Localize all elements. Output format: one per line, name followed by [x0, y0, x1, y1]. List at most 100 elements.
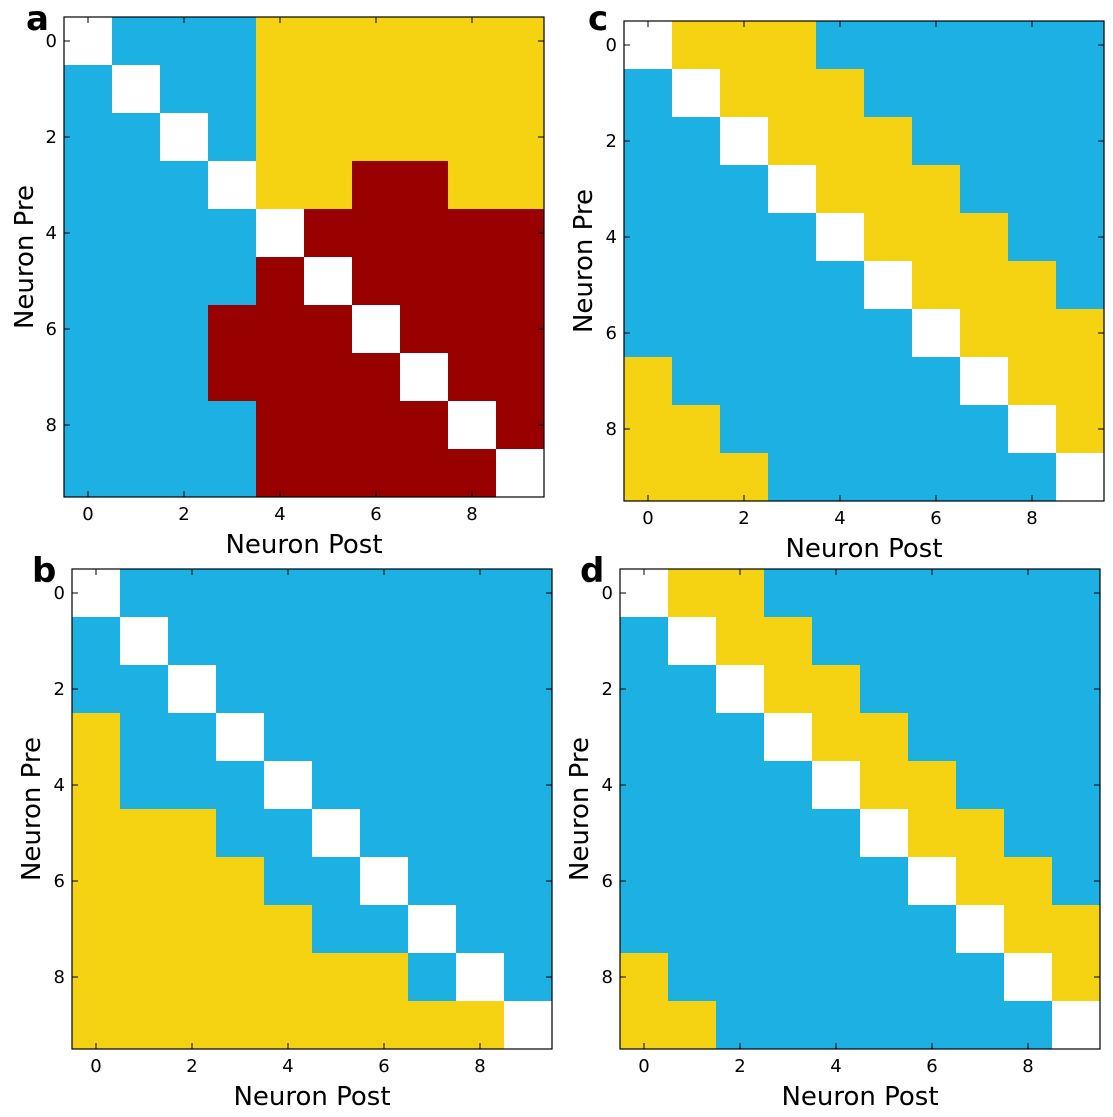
y-tick-label: 6: [606, 323, 617, 344]
heatmap-cell: [456, 713, 505, 762]
heatmap-cell: [352, 161, 401, 210]
heatmap-cell: [624, 21, 673, 70]
y-axis-label: Neuron Pre: [565, 737, 595, 881]
heatmap-cell: [304, 113, 353, 162]
y-axis-label: Neuron Pre: [569, 189, 599, 333]
heatmap-cell: [312, 665, 361, 714]
heatmap-cell: [504, 809, 553, 858]
heatmap-cell: [908, 713, 957, 762]
heatmap-cell: [264, 713, 313, 762]
heatmap-cell: [256, 161, 305, 210]
heatmap-cell: [960, 21, 1009, 70]
heatmap-cell: [1004, 1001, 1053, 1050]
x-tick-label: 6: [378, 1056, 389, 1077]
heatmap-cell: [624, 453, 673, 502]
heatmap-cell: [408, 761, 457, 810]
heatmap-cell: [1004, 953, 1053, 1002]
y-tick-label: 2: [54, 679, 65, 700]
heatmap-cell: [1056, 69, 1105, 118]
heatmap-cell: [64, 449, 113, 498]
heatmap-cell: [64, 113, 113, 162]
heatmap-cell: [956, 665, 1005, 714]
heatmap-cell: [908, 665, 957, 714]
heatmap-cell: [720, 357, 769, 406]
heatmap-cell: [120, 761, 169, 810]
heatmap-cell: [216, 569, 265, 618]
heatmap-cell: [400, 449, 449, 498]
heatmap-cell: [812, 665, 861, 714]
x-tick-label: 4: [830, 1056, 841, 1077]
heatmap-cell: [168, 761, 217, 810]
heatmap-cell: [448, 305, 497, 354]
heatmap-cell: [448, 65, 497, 114]
heatmap-cell: [908, 905, 957, 954]
heatmap-cell: [1056, 117, 1105, 166]
heatmap-cell: [720, 405, 769, 454]
heatmap-cell: [360, 713, 409, 762]
heatmap-cell: [864, 453, 913, 502]
heatmap-cell: [720, 261, 769, 310]
heatmap-cell: [456, 665, 505, 714]
heatmap-cell: [256, 449, 305, 498]
heatmap-cell: [304, 17, 353, 66]
heatmap-cell: [120, 905, 169, 954]
heatmap-cell: [956, 713, 1005, 762]
heatmap-cell: [620, 569, 669, 618]
heatmap-cell: [496, 113, 545, 162]
heatmap-cell: [264, 761, 313, 810]
heatmap-cell: [456, 761, 505, 810]
heatmap-cell: [816, 261, 865, 310]
heatmap-cell: [960, 357, 1009, 406]
heatmap-cell: [864, 213, 913, 262]
heatmap-cell: [716, 569, 765, 618]
heatmap-cell: [264, 1001, 313, 1050]
heatmap-cell: [764, 761, 813, 810]
heatmap-cell: [64, 401, 113, 450]
y-tick-label: 4: [606, 227, 617, 248]
heatmap-cell: [72, 617, 121, 666]
heatmap-cell: [504, 617, 553, 666]
heatmap-cell: [716, 713, 765, 762]
heatmap-cell: [624, 69, 673, 118]
heatmap-cell: [496, 17, 545, 66]
x-axis-label: Neuron Post: [225, 530, 382, 560]
heatmap-cell: [312, 713, 361, 762]
heatmap-cell: [812, 809, 861, 858]
heatmap-cell: [1056, 21, 1105, 70]
heatmap-cell: [256, 113, 305, 162]
heatmap-cell: [352, 257, 401, 306]
heatmap-cell: [1008, 117, 1057, 166]
heatmap-cell: [1008, 309, 1057, 358]
heatmap-cell: [812, 761, 861, 810]
heatmap-cell: [912, 357, 961, 406]
heatmap-cell: [64, 65, 113, 114]
heatmap-cell: [264, 809, 313, 858]
heatmap-cell: [160, 209, 209, 258]
heatmap-cell: [624, 357, 673, 406]
heatmap-cell: [496, 449, 545, 498]
heatmap-cell: [304, 209, 353, 258]
heatmap-cell: [716, 857, 765, 906]
heatmap-cell: [168, 809, 217, 858]
heatmap-cell: [1004, 617, 1053, 666]
heatmap-cell: [668, 1001, 717, 1050]
heatmap-cell: [860, 761, 909, 810]
heatmap-cell: [860, 857, 909, 906]
heatmap-cell: [1052, 713, 1101, 762]
heatmap-cell: [764, 569, 813, 618]
heatmap-cell: [668, 617, 717, 666]
heatmap-cell: [496, 161, 545, 210]
heatmap-cell: [864, 405, 913, 454]
heatmap-cell: [1052, 809, 1101, 858]
x-tick-label: 0: [82, 504, 93, 525]
heatmap-cell: [312, 905, 361, 954]
heatmap-cell: [672, 21, 721, 70]
heatmap-cell: [668, 809, 717, 858]
heatmap-cell: [64, 353, 113, 402]
heatmap-cell: [716, 1001, 765, 1050]
heatmap-cell: [960, 261, 1009, 310]
heatmap-cell: [112, 449, 161, 498]
heatmap-cell: [620, 665, 669, 714]
heatmap-cell: [768, 405, 817, 454]
